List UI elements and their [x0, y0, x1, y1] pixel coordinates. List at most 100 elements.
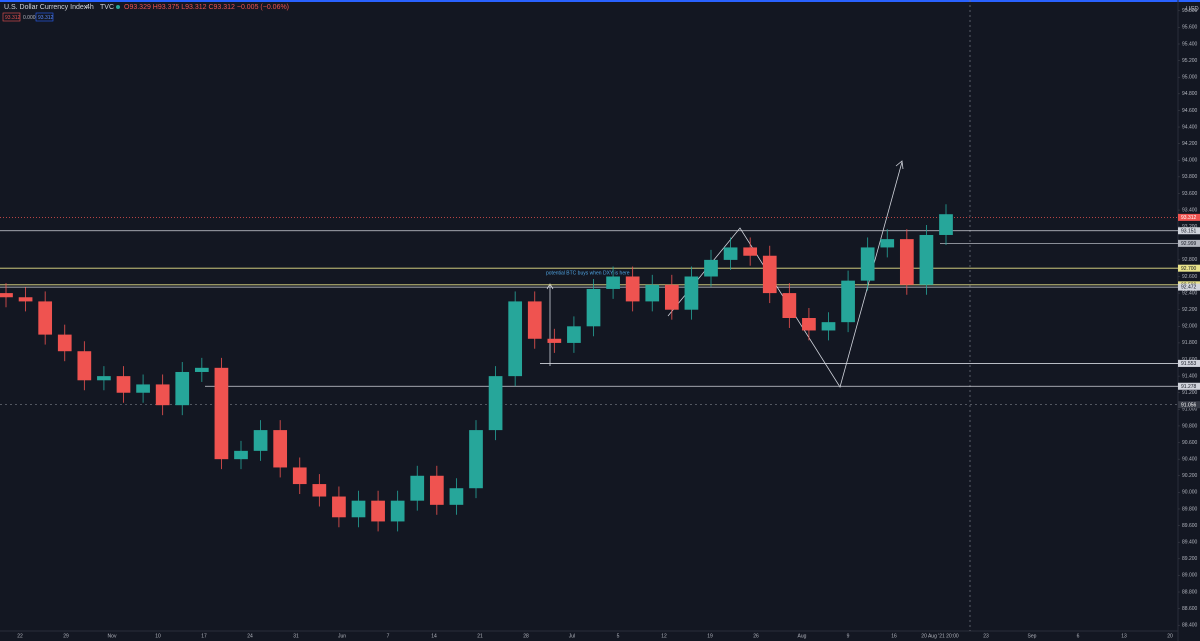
exchange: TVC	[100, 4, 114, 11]
candle-body	[743, 247, 758, 256]
candle-body	[527, 301, 542, 339]
y-tick-label: 89.800	[1182, 506, 1198, 512]
x-tick-label: 23	[983, 633, 989, 639]
candle-body	[664, 284, 679, 310]
y-tick-label: 89.600	[1182, 523, 1198, 529]
candle-body	[194, 367, 209, 372]
y-tick-label: 93.400	[1182, 207, 1198, 213]
x-tick-label: 31	[293, 633, 299, 639]
arrow-head	[895, 160, 904, 170]
y-tick-label: 94.200	[1182, 141, 1198, 147]
x-tick-label: 20	[1167, 633, 1173, 639]
y-tick-label: 88.800	[1182, 589, 1198, 595]
x-tick-label: 16	[891, 633, 897, 639]
candle-body	[155, 384, 170, 406]
x-tick-label: Aug	[798, 633, 807, 639]
price-flag	[1178, 401, 1200, 409]
candle-body	[292, 467, 307, 485]
x-tick-label: Jun	[338, 633, 346, 639]
candle-body	[488, 376, 503, 431]
candle-body	[77, 351, 92, 381]
candle-body	[880, 239, 895, 248]
y-tick-label: 93.200	[1182, 224, 1198, 230]
x-tick-label: 14	[431, 633, 437, 639]
y-tick-label: 88.600	[1182, 606, 1198, 612]
y-tick-label: 91.200	[1182, 390, 1198, 396]
price-flag	[1178, 359, 1200, 367]
x-tick-label: 6	[1077, 633, 1080, 639]
candle-body	[860, 247, 875, 281]
candle-body	[606, 276, 620, 289]
y-tick-label: 95.800	[1182, 8, 1198, 14]
y-tick-label: 90.400	[1182, 456, 1198, 462]
candle-body	[136, 384, 150, 393]
candle-body	[899, 239, 914, 285]
candle-body	[390, 500, 405, 522]
x-tick-label: 7	[387, 633, 390, 639]
x-tick-label: Nov	[108, 633, 117, 639]
candle-body	[645, 284, 660, 302]
y-tick-label: 92.000	[1182, 324, 1198, 330]
candle-body	[234, 450, 248, 460]
status-dot	[116, 5, 120, 9]
candle-body	[116, 376, 131, 393]
candle-body	[57, 334, 72, 352]
x-tick-label: 28	[523, 633, 529, 639]
y-tick-label: 92.200	[1182, 307, 1198, 313]
x-tick-label: 9	[847, 633, 850, 639]
y-tick-label: 89.200	[1182, 556, 1198, 562]
x-tick-label: 20 Aug '21 20:00	[921, 633, 959, 639]
candle-body	[625, 276, 640, 302]
y-tick-label: 92.600	[1182, 274, 1198, 280]
candle-body	[214, 367, 229, 460]
candle-body	[371, 500, 385, 522]
candle-body	[273, 430, 288, 468]
candle-body	[939, 214, 953, 235]
price-flag	[1178, 283, 1200, 291]
y-tick-label: 94.400	[1182, 124, 1198, 130]
price-flag-label: 91.553	[1181, 361, 1197, 367]
badge-text: 0.000	[23, 15, 36, 21]
x-tick-label: 21	[477, 633, 483, 639]
price-flag	[1178, 264, 1200, 272]
y-tick-label: 90.000	[1182, 490, 1198, 496]
x-tick-label: 12	[661, 633, 667, 639]
candle-body	[802, 318, 816, 331]
price-flag-label: 93.151	[1181, 228, 1197, 234]
ohlc: O93.329 H93.375 L93.312 C93.312 −0.005 (…	[124, 4, 289, 11]
currency: USD	[1186, 7, 1199, 13]
candle-body	[586, 288, 601, 327]
candle-body	[469, 430, 483, 489]
y-tick-label: 92.400	[1182, 290, 1198, 296]
candle-body	[429, 475, 444, 505]
price-flag	[1178, 382, 1200, 390]
x-tick-label: 19	[707, 633, 713, 639]
candle-body	[253, 430, 268, 451]
candle-body	[175, 371, 190, 406]
candle-body	[312, 484, 327, 497]
y-tick-label: 89.400	[1182, 540, 1198, 546]
y-tick-label: 94.800	[1182, 91, 1198, 97]
candle-body	[919, 234, 934, 285]
candle-body	[97, 376, 111, 381]
price-flag-label: 92.700	[1181, 266, 1197, 272]
x-tick-label: 17	[201, 633, 207, 639]
y-tick-label: 89.000	[1182, 573, 1198, 579]
x-tick-label: 29	[63, 633, 69, 639]
y-tick-label: 95.000	[1182, 75, 1198, 81]
y-tick-label: 93.800	[1182, 174, 1198, 180]
candle-body	[782, 293, 797, 319]
price-flag-label: 92.472	[1181, 285, 1197, 291]
x-tick-label: 22	[17, 633, 23, 639]
price-flag	[1178, 227, 1200, 235]
candle-body	[410, 475, 425, 501]
y-tick-label: 91.400	[1182, 373, 1198, 379]
candle-body	[18, 297, 33, 302]
y-tick-label: 95.600	[1182, 25, 1198, 31]
y-tick-label: 90.800	[1182, 423, 1198, 429]
annotation: potential BTC buys when DXY is here	[546, 270, 630, 276]
x-tick-label: 10	[155, 633, 161, 639]
candle-body	[704, 259, 718, 277]
y-tick-label: 90.200	[1182, 473, 1198, 479]
